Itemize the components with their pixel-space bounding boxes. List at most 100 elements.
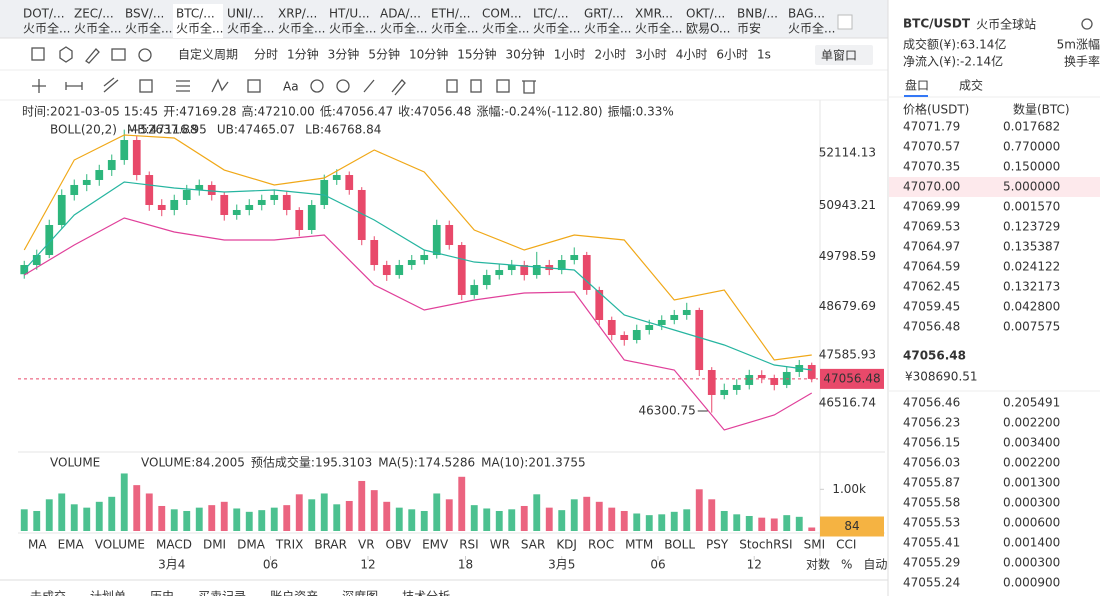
tab-symbol[interactable]: UNI/... [227, 7, 264, 21]
period[interactable]: 30分钟 [506, 47, 545, 62]
order-price[interactable]: 47062.45 [903, 280, 960, 294]
order-qty[interactable]: 0.003400 [1003, 436, 1060, 450]
tab-exchange[interactable]: 火币全... [74, 21, 121, 36]
order-price[interactable]: 47071.79 [903, 120, 960, 134]
order-qty[interactable]: 0.132173 [1003, 280, 1060, 294]
period[interactable]: 1分钟 [287, 47, 319, 62]
period[interactable]: 15分钟 [457, 47, 496, 62]
order-price[interactable]: 47070.57 [903, 140, 960, 154]
panel-tab[interactable]: 成交 [959, 78, 983, 93]
tab-exchange[interactable]: 火币全... [482, 21, 529, 36]
indicator[interactable]: EMV [422, 538, 449, 552]
icon[interactable] [111, 48, 126, 61]
tab-exchange[interactable]: 火币全... [533, 21, 580, 36]
order-qty[interactable]: 0.002200 [1003, 416, 1060, 430]
window-button[interactable] [815, 45, 873, 65]
order-price[interactable]: 47069.53 [903, 220, 960, 234]
tab-exchange[interactable]: 火币全... [584, 21, 631, 36]
indicator[interactable]: VR [358, 538, 375, 552]
tab-symbol[interactable]: ZEC/... [74, 7, 114, 21]
bottom-tab[interactable]: 历史 [150, 590, 174, 596]
icon[interactable] [247, 79, 261, 93]
indicator[interactable]: CCI [836, 538, 856, 552]
tab-symbol[interactable]: HT/U... [329, 7, 370, 21]
order-qty[interactable]: 0.000600 [1003, 516, 1060, 530]
icon[interactable] [32, 79, 46, 93]
period[interactable]: 1小时 [554, 48, 586, 62]
icon[interactable] [85, 48, 100, 64]
icon[interactable] [391, 79, 406, 96]
tab-symbol[interactable]: BNB/... [737, 7, 778, 21]
order-price[interactable]: 47070.00 [903, 180, 960, 194]
bell-icon[interactable] [1081, 18, 1093, 30]
icon[interactable] [522, 80, 536, 94]
tab-symbol[interactable]: DOT/... [23, 7, 65, 21]
indicator[interactable]: SAR [521, 538, 545, 552]
icon[interactable] [139, 79, 153, 93]
order-qty[interactable]: 0.002200 [1003, 456, 1060, 470]
indicator[interactable]: KDJ [556, 538, 577, 552]
indicator[interactable]: ROC [588, 538, 614, 552]
indicator[interactable]: EMA [58, 538, 85, 552]
order-qty[interactable]: 0.135387 [1003, 240, 1060, 254]
period[interactable]: 6小时 [716, 48, 748, 62]
order-price[interactable]: 47056.46 [903, 396, 960, 410]
window-label[interactable]: 单窗口 [821, 49, 857, 63]
tab-exchange[interactable]: 火币全... [278, 21, 325, 36]
bottom-tab[interactable]: 买卖记录 [198, 590, 246, 596]
period[interactable]: 3小时 [635, 48, 667, 62]
tab-exchange[interactable]: 火币全... [227, 21, 274, 36]
order-price[interactable]: 47055.58 [903, 496, 960, 510]
order-price[interactable]: 47055.41 [903, 536, 960, 550]
indicator[interactable]: SMI [804, 538, 826, 552]
order-qty[interactable]: 0.007575 [1003, 320, 1060, 334]
order-price[interactable]: 47069.99 [903, 200, 960, 214]
period[interactable]: 分时 [254, 48, 278, 62]
icon[interactable] [138, 48, 152, 62]
tab-symbol[interactable]: BTC/... [176, 7, 215, 21]
period[interactable]: 3分钟 [328, 47, 360, 62]
tab-symbol[interactable]: COM... [482, 7, 522, 21]
indicator[interactable]: WR [490, 538, 510, 552]
icon[interactable] [496, 79, 510, 93]
order-qty[interactable]: 0.001570 [1003, 200, 1060, 214]
axis-option[interactable]: % [841, 558, 852, 572]
indicator[interactable]: DMI [203, 538, 226, 552]
tab-exchange[interactable]: 欧易O... [686, 22, 730, 36]
tab-exchange[interactable]: 火币全... [23, 21, 70, 36]
order-qty[interactable]: 0.000900 [1003, 576, 1060, 590]
tab-exchange[interactable]: 火币全... [788, 21, 835, 36]
order-price[interactable]: 47059.45 [903, 300, 960, 314]
tab-symbol[interactable]: ADA/... [380, 7, 421, 21]
order-price[interactable]: 47055.53 [903, 516, 960, 530]
order-price[interactable]: 47055.87 [903, 476, 960, 490]
indicator[interactable]: TRIX [275, 538, 303, 552]
order-qty[interactable]: 0.150000 [1003, 160, 1060, 174]
indicator[interactable]: MA [28, 538, 47, 552]
icon[interactable] [103, 77, 119, 93]
axis-option[interactable]: 自动 [863, 558, 887, 572]
icon[interactable] [65, 82, 83, 90]
bottom-tab[interactable]: 计划单 [90, 590, 126, 596]
tab-symbol[interactable]: XRP/... [278, 7, 317, 21]
tab-exchange[interactable]: 火币全... [431, 21, 478, 36]
order-price[interactable]: 47064.59 [903, 260, 960, 274]
period[interactable]: 2小时 [594, 48, 626, 62]
axis-option[interactable]: 对数 [806, 557, 830, 572]
tab-exchange[interactable]: 火币全... [176, 21, 223, 36]
order-price[interactable]: 47055.29 [903, 556, 960, 570]
order-price[interactable]: 47055.24 [903, 576, 960, 590]
order-qty[interactable]: 0.017682 [1003, 120, 1060, 134]
order-price[interactable]: 47056.15 [903, 436, 960, 450]
indicator[interactable]: MACD [156, 538, 192, 552]
period[interactable]: 5分钟 [368, 47, 400, 62]
indicator[interactable]: StochRSI [739, 538, 792, 552]
tab-symbol[interactable]: ETH/... [431, 7, 470, 21]
order-qty[interactable]: 0.770000 [1003, 140, 1060, 154]
order-qty[interactable]: 0.000300 [1003, 556, 1060, 570]
indicator[interactable]: VOLUME [95, 538, 145, 552]
icon[interactable] [363, 79, 375, 93]
order-qty[interactable]: 0.024122 [1003, 260, 1060, 274]
period[interactable]: 4小时 [676, 48, 708, 62]
icon[interactable] [446, 79, 458, 93]
